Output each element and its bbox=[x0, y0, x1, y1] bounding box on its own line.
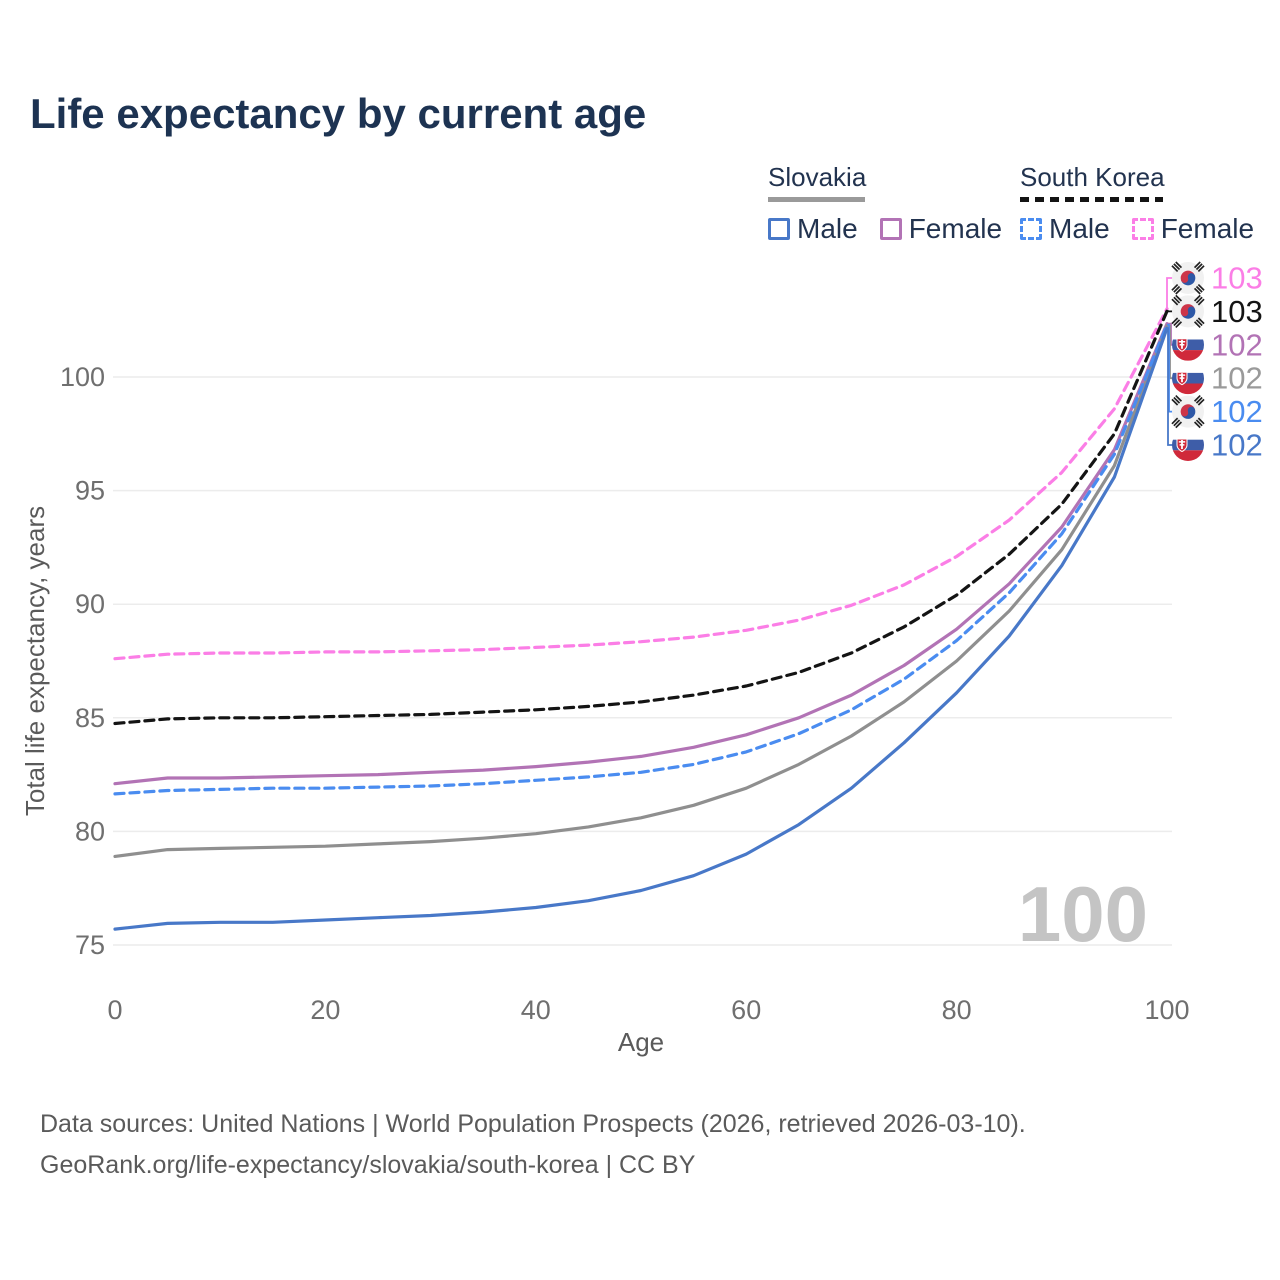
leader-line-2 bbox=[1167, 322, 1173, 346]
line-slovakia bbox=[113, 324, 1169, 859]
x-axis-title: Age bbox=[618, 1027, 664, 1057]
leader-line-4 bbox=[1167, 323, 1173, 413]
y-tick-label-75: 75 bbox=[75, 930, 105, 960]
flag-slovakia-icon bbox=[1172, 362, 1204, 395]
flag-south-korea-icon bbox=[1171, 394, 1205, 429]
legend-swatch-south-korea-male[interactable] bbox=[1020, 218, 1042, 240]
y-tick-label-100: 100 bbox=[60, 362, 105, 392]
legend-swatch-slovakia-male[interactable] bbox=[768, 218, 790, 240]
flag-slovakia-icon bbox=[1172, 328, 1204, 361]
line-south-korea bbox=[113, 309, 1169, 726]
line-south-korea-male bbox=[113, 323, 1169, 796]
footer: Data sources: United Nations | World Pop… bbox=[40, 1104, 1026, 1186]
y-tick-label-95: 95 bbox=[75, 476, 105, 506]
footer-url: GeoRank.org/life-expectancy/slovakia/sou… bbox=[40, 1151, 696, 1179]
end-value-label-4: 102 bbox=[1211, 394, 1263, 429]
flag-south-korea-icon bbox=[1171, 261, 1205, 295]
leader-line-5 bbox=[1167, 327, 1173, 446]
end-value-label-0: 103 bbox=[1211, 261, 1263, 296]
legend-item-south-korea-female[interactable]: Female bbox=[1160, 213, 1255, 244]
legend-item-south-korea-male[interactable]: Male bbox=[1049, 213, 1110, 244]
leader-lines bbox=[1166, 277, 1173, 446]
leader-line-0 bbox=[1166, 277, 1173, 309]
legend-country-label-south-korea: South Korea bbox=[1020, 162, 1165, 192]
x-tick-label-60: 60 bbox=[731, 995, 761, 1025]
legend-swatch-slovakia-female[interactable] bbox=[879, 218, 902, 240]
y-tick-label-85: 85 bbox=[75, 703, 105, 733]
footer-data-sources: Data sources: United Nations | World Pop… bbox=[40, 1110, 1026, 1138]
line-slovakia-female bbox=[113, 322, 1169, 786]
legend-country-label-slovakia: Slovakia bbox=[768, 162, 867, 192]
legend-group-south-korea: South Korea Male Female bbox=[1020, 162, 1276, 245]
gridlines bbox=[113, 376, 1172, 946]
legend-item-slovakia-female[interactable]: Female bbox=[908, 213, 1003, 244]
end-value-label-5: 102 bbox=[1211, 428, 1263, 463]
y-tick-label-90: 90 bbox=[75, 589, 105, 619]
flag-south-korea-icon bbox=[1171, 294, 1205, 329]
legend-line-sample-solid bbox=[768, 197, 865, 202]
x-tick-label-80: 80 bbox=[942, 995, 972, 1025]
y-tick-label-80: 80 bbox=[75, 816, 105, 846]
legend-row-south-korea: Male Female bbox=[1020, 213, 1276, 245]
end-value-label-1: 103 bbox=[1211, 294, 1263, 329]
x-tick-label-40: 40 bbox=[521, 995, 551, 1025]
flag-slovakia-icon bbox=[1172, 429, 1204, 461]
line-slovakia-male bbox=[113, 326, 1169, 931]
end-value-label-3: 102 bbox=[1211, 361, 1263, 396]
legend-row-slovakia: Male Female bbox=[768, 213, 1024, 245]
x-axis-ticks: 0 20 40 60 80 100 bbox=[107, 995, 1189, 1025]
legend-line-sample-dashed bbox=[1020, 197, 1163, 202]
flag-icons bbox=[1171, 261, 1205, 461]
end-value-label-2: 102 bbox=[1211, 327, 1263, 362]
line-south-korea-female bbox=[113, 307, 1169, 661]
data-series bbox=[113, 307, 1169, 931]
legend-item-slovakia-male[interactable]: Male bbox=[797, 213, 858, 244]
page-title: Life expectancy by current age bbox=[30, 90, 647, 137]
y-axis-title: Total life expectancy, years bbox=[20, 506, 50, 816]
x-tick-label-20: 20 bbox=[310, 995, 340, 1025]
x-tick-label-100: 100 bbox=[1144, 995, 1189, 1025]
y-axis-ticks: 75 80 85 90 95 100 bbox=[60, 362, 105, 960]
watermark-age: 100 bbox=[1018, 870, 1148, 958]
x-tick-label-0: 0 bbox=[107, 995, 122, 1025]
legend-swatch-south-korea-female[interactable] bbox=[1131, 218, 1154, 240]
legend-group-slovakia: Slovakia Male Female bbox=[768, 162, 1024, 245]
